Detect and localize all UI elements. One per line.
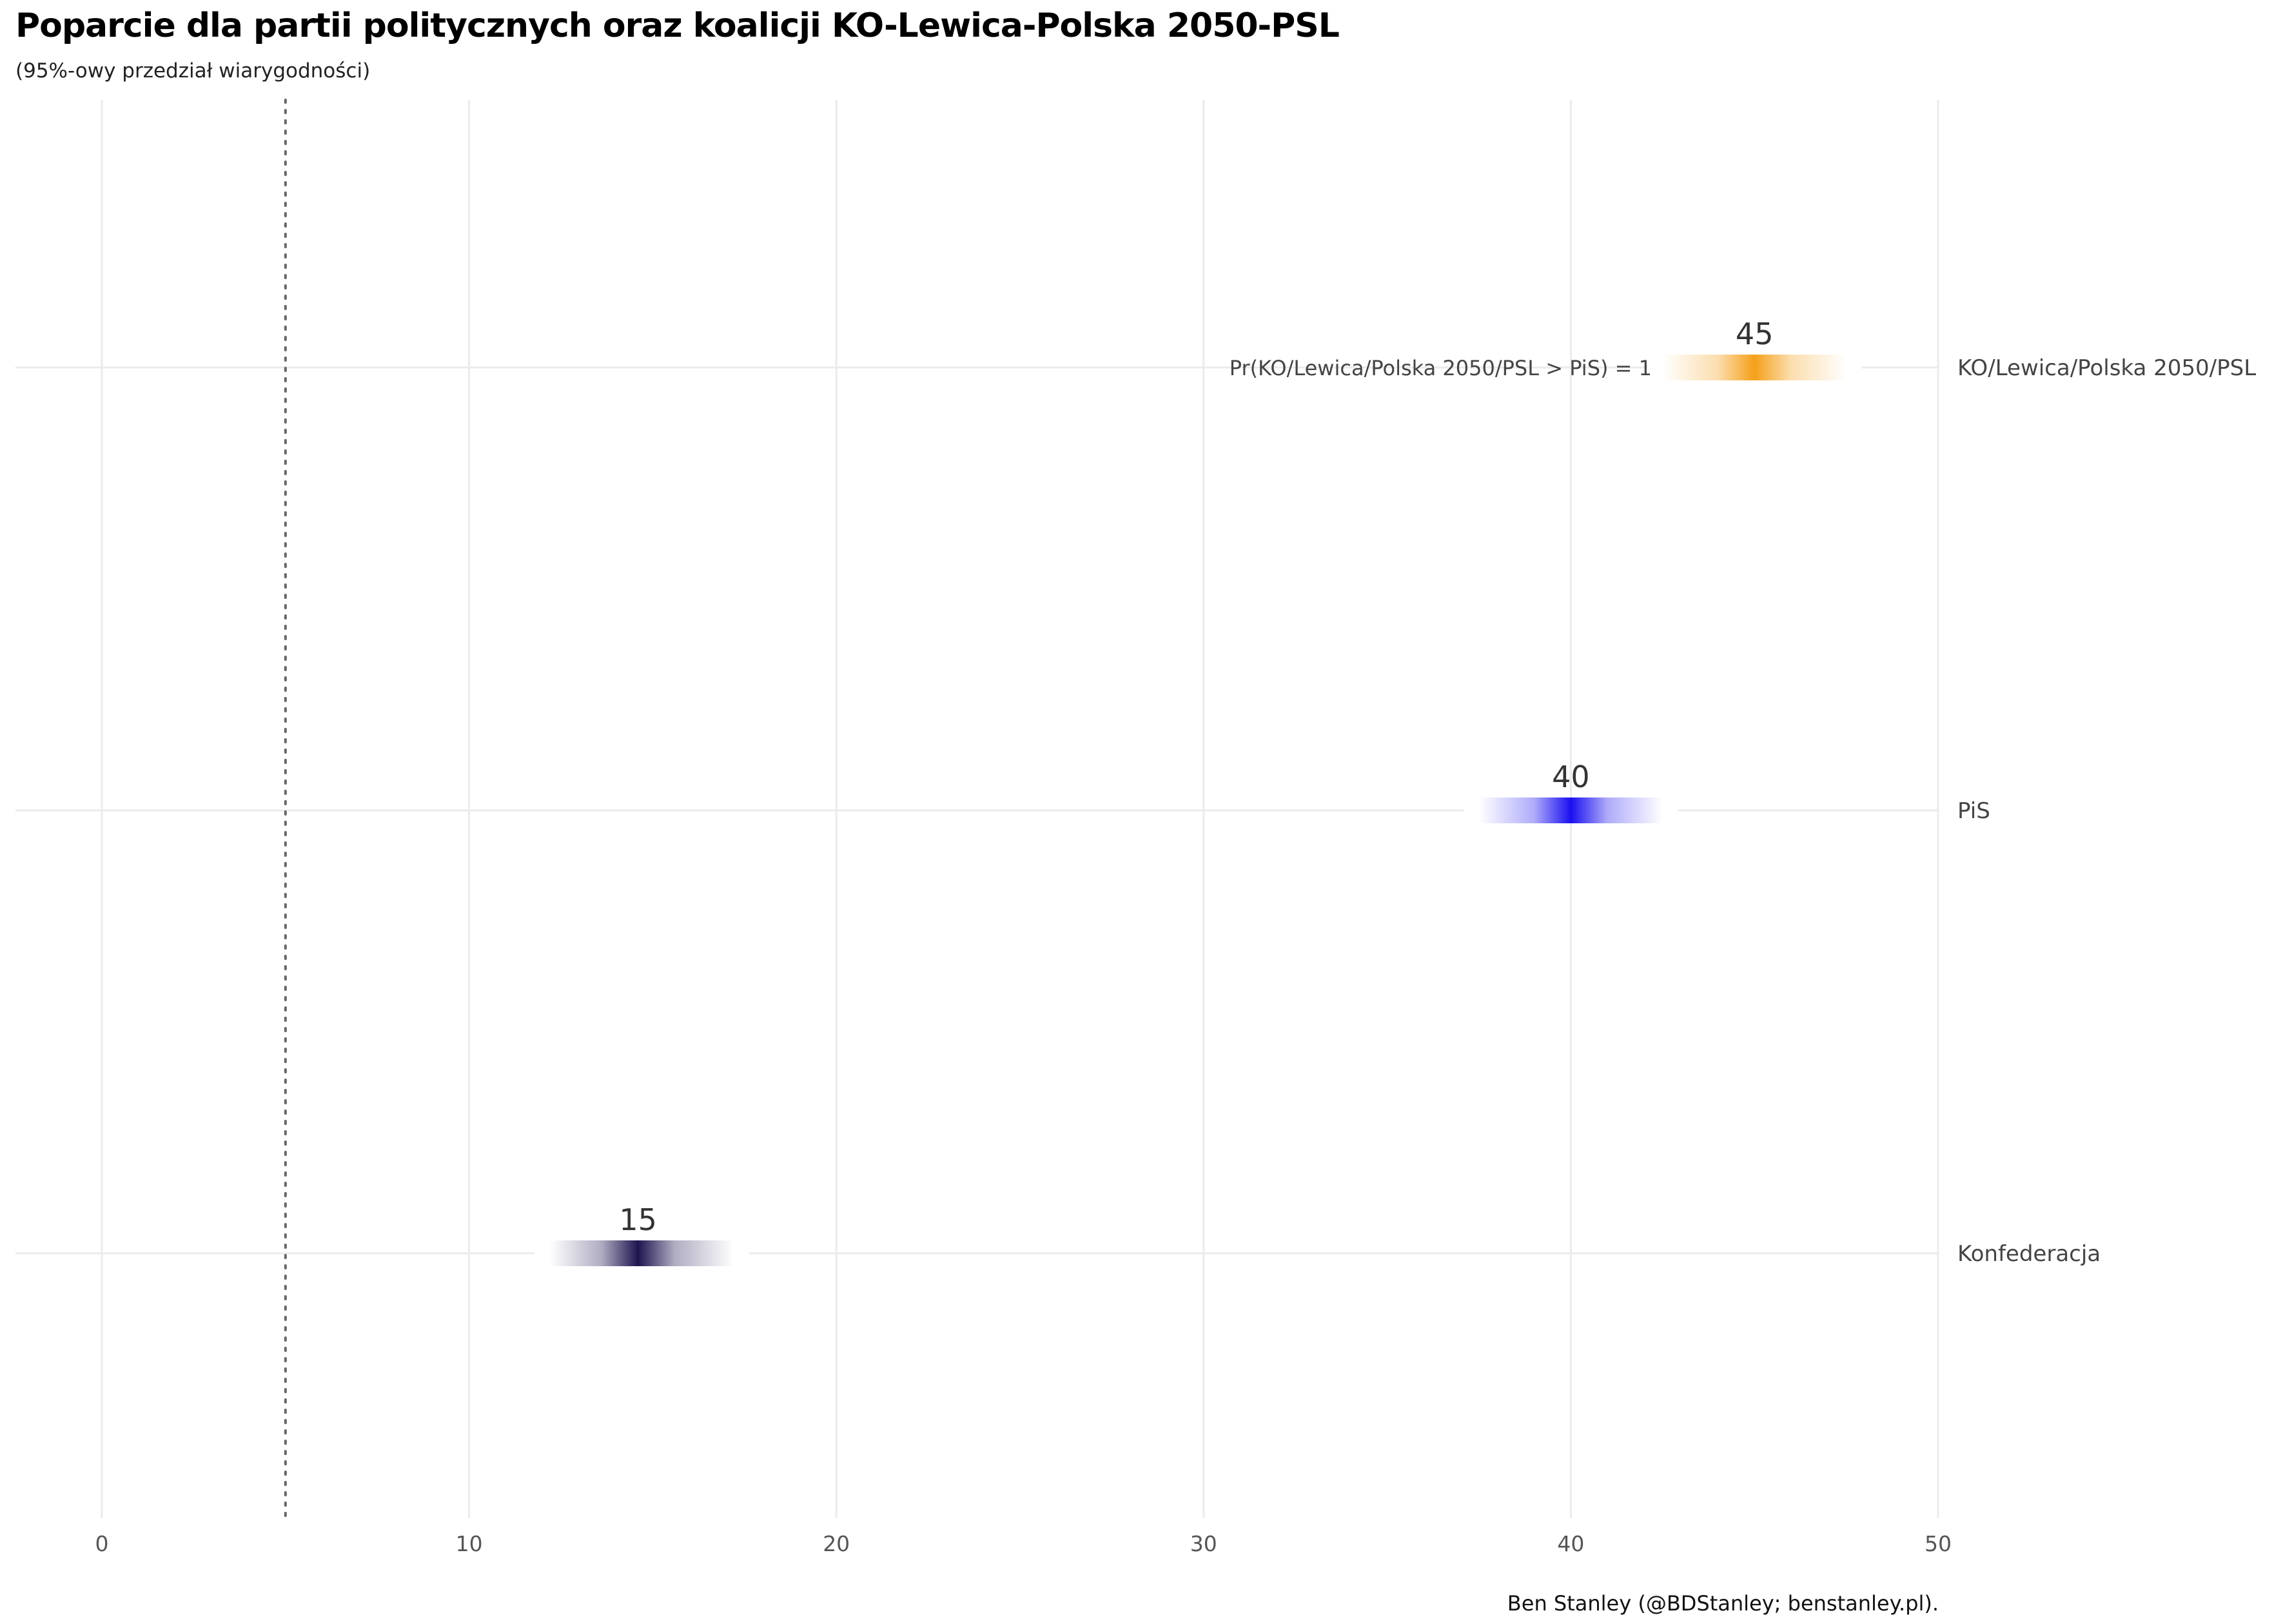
x-tick-10: 10 [456, 1531, 483, 1556]
y-axis-labels: KO/Lewica/Polska 2050/PSL PiS Konfederacja [1957, 355, 2256, 1267]
probability-annotation: Pr(KO/Lewica/Polska 2050/PSL > PiS) = 1 [1230, 356, 1652, 380]
category-label-1: PiS [1957, 798, 1990, 824]
value-labels: 45 40 15 [619, 317, 1773, 1237]
x-tick-50: 50 [1925, 1531, 1952, 1556]
interval-bar-2 [549, 1240, 734, 1266]
chart-caption: Ben Stanley (@BDStanley; benstanley.pl). [1507, 1591, 1939, 1616]
chart-subtitle: (95%-owy przedział wiarygodności) [15, 59, 371, 83]
x-tick-30: 30 [1190, 1531, 1217, 1556]
category-label-2: Konfederacja [1957, 1241, 2101, 1267]
x-tick-40: 40 [1557, 1531, 1584, 1556]
interval-marks [534, 355, 1862, 1266]
x-tick-20: 20 [823, 1531, 850, 1556]
interval-bar-0 [1662, 355, 1847, 380]
chart-title: Poparcie dla partii politycznych oraz ko… [15, 6, 1340, 45]
x-tick-0: 0 [95, 1531, 109, 1556]
x-axis-ticks: 0 10 20 30 40 50 [95, 1531, 1952, 1556]
value-label-0: 45 [1736, 317, 1774, 351]
category-label-0: KO/Lewica/Polska 2050/PSL [1957, 355, 2256, 381]
interval-bar-1 [1479, 797, 1663, 823]
value-label-1: 40 [1552, 759, 1590, 794]
value-label-2: 15 [619, 1202, 657, 1237]
annotations: Pr(KO/Lewica/Polska 2050/PSL > PiS) = 1 [1230, 356, 1652, 380]
